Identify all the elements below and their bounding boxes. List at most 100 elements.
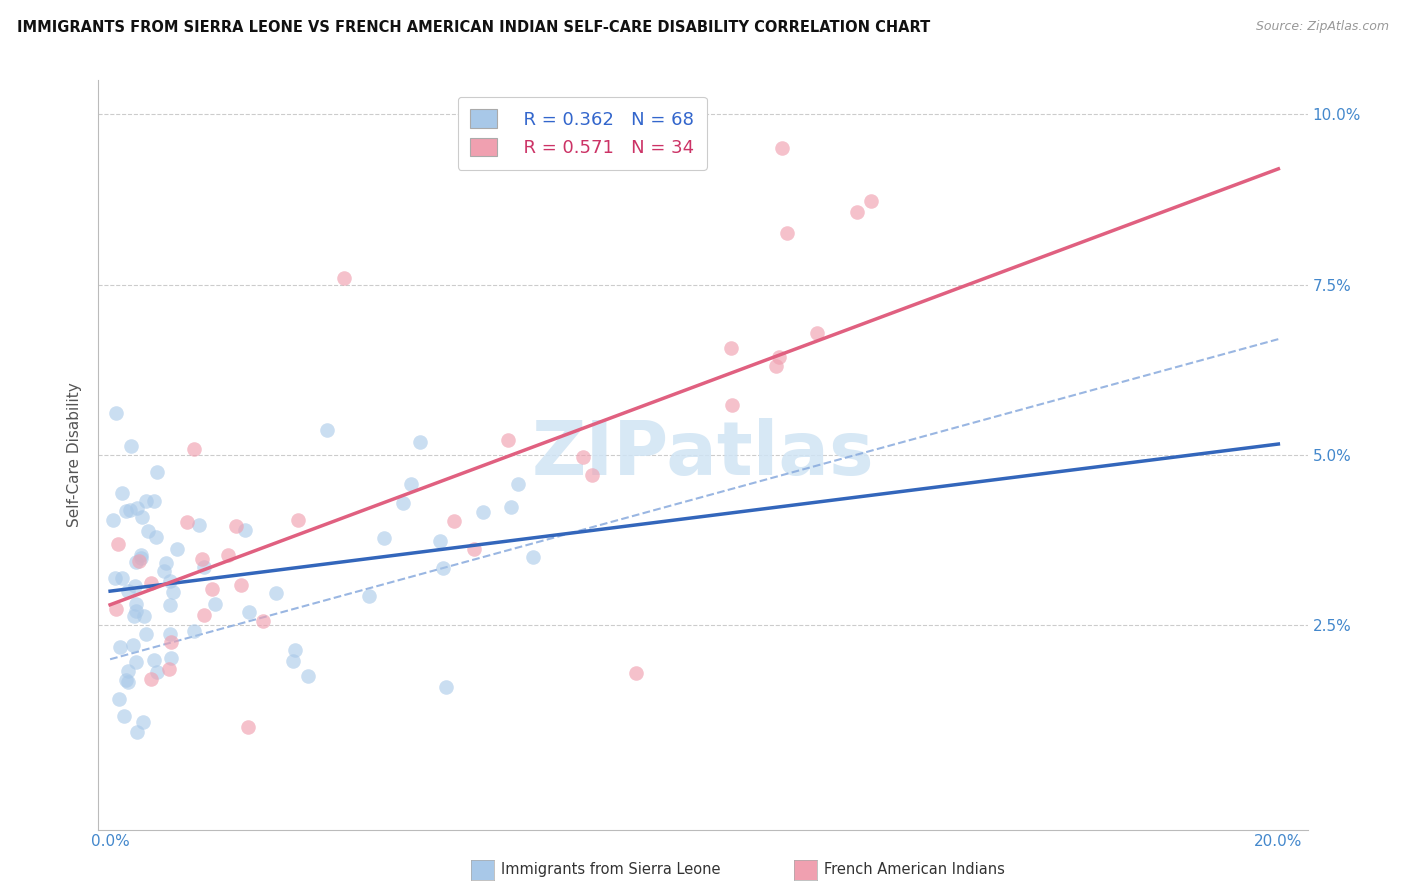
Point [139,576,162,591]
Point [117,674,139,689]
Point [117,665,139,679]
Text: Immigrants from Sierra Leone: Immigrants from Sierra Leone [501,863,720,877]
Point [159,574,181,588]
Point [125,655,148,669]
Point [115,504,138,518]
Point [105,601,128,615]
Point [176,515,198,529]
Point [238,605,260,619]
Point [131,509,153,524]
Text: Source: ZipAtlas.com: Source: ZipAtlas.com [1256,20,1389,33]
Point [139,672,162,686]
Point [125,500,148,515]
Text: IMMIGRANTS FROM SIERRA LEONE VS FRENCH AMERICAN INDIAN SELF-CARE DISABILITY CORR: IMMIGRANTS FROM SIERRA LEONE VS FRENCH A… [17,20,931,35]
Point [143,652,166,666]
Point [122,608,145,623]
Point [125,604,148,618]
Point [284,642,307,657]
Point [776,226,799,240]
Text: ZIPatlas: ZIPatlas [531,418,875,491]
Point [765,359,787,374]
Point [233,524,256,538]
Point [287,513,309,527]
Point [498,433,520,447]
Point [204,597,226,611]
Point [160,651,183,665]
Point [373,531,395,545]
Point [108,640,131,654]
Point [135,494,157,508]
Point [122,638,145,652]
Point [108,692,131,706]
Point [264,586,287,600]
Point [434,680,457,694]
Point [229,578,252,592]
Point [193,607,215,622]
Point [135,626,157,640]
Point [581,467,603,482]
Point [112,709,135,723]
Point [571,450,593,465]
Point [508,477,530,491]
Point [201,582,224,597]
Point [357,589,380,603]
Point [153,564,176,578]
Point [859,194,882,208]
Point [160,635,183,649]
Point [145,665,167,679]
Point [471,505,494,519]
Point [297,668,319,682]
Legend:   R = 0.362   N = 68,   R = 0.571   N = 34: R = 0.362 N = 68, R = 0.571 N = 34 [457,97,707,169]
Point [125,597,148,611]
Point [522,549,544,564]
Point [845,205,868,219]
Point [118,502,141,516]
Point [146,465,169,479]
Point [768,351,790,365]
Point [166,541,188,556]
Point [107,537,129,551]
Point [115,673,138,687]
Point [159,626,181,640]
Point [432,560,454,574]
Point [111,571,134,585]
Point [332,270,354,285]
Point [429,534,451,549]
Point [128,554,150,568]
Point [131,714,153,729]
Point [157,662,180,676]
Point [225,519,247,533]
Point [117,583,139,598]
Point [315,423,337,437]
Point [143,494,166,508]
Point [111,486,134,500]
Point [463,541,485,556]
Point [720,341,742,355]
Point [183,442,205,456]
Point [252,614,274,628]
Point [187,518,209,533]
Point [101,513,124,527]
Point [125,725,148,739]
Point [162,585,184,599]
Point [134,609,156,624]
Point [499,500,522,514]
Point [721,398,744,412]
Text: French American Indians: French American Indians [824,863,1005,877]
Point [104,407,127,421]
Point [136,524,159,539]
Point [443,514,465,528]
Point [120,439,142,453]
Y-axis label: Self-Care Disability: Self-Care Disability [67,383,83,527]
Point [392,496,415,510]
Point [624,665,647,680]
Point [399,477,422,491]
Point [183,624,205,638]
Point [159,598,181,612]
Point [283,655,305,669]
Point [129,551,152,566]
Point [409,435,432,450]
Point [155,556,177,570]
Point [104,571,127,585]
Point [238,720,260,734]
